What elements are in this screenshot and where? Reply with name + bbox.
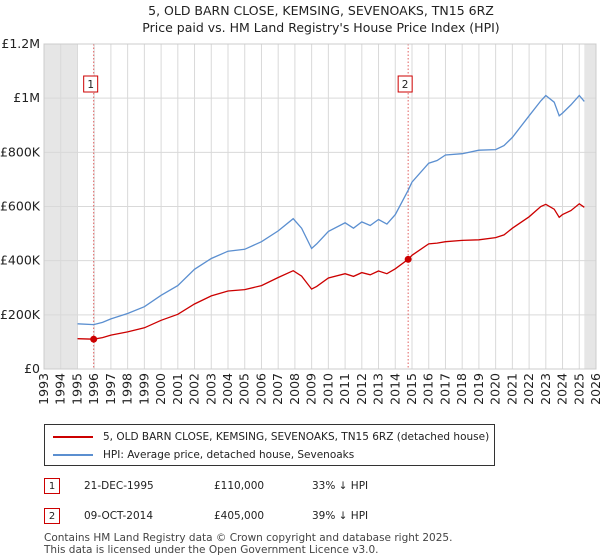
x-tick-label: 2000 [153, 373, 168, 405]
y-tick-label: £1.2M [1, 36, 40, 51]
x-tick-label: 2004 [220, 373, 235, 405]
y-tick-label: £800K [0, 144, 41, 159]
sale-price: £405,000 [214, 510, 265, 522]
x-tick-label: 2014 [387, 373, 402, 405]
x-tick-label: 2002 [187, 373, 202, 405]
y-tick-label: £600K [0, 199, 41, 214]
y-tick-label: £0 [24, 361, 40, 376]
x-tick-label: 1999 [136, 373, 151, 405]
footer-note: Contains HM Land Registry data © Crown c… [44, 532, 452, 556]
sale-price: £110,000 [214, 480, 265, 492]
series-line [77, 202, 585, 340]
y-tick-label: £1M [13, 90, 40, 105]
x-tick-label: 2016 [421, 373, 436, 405]
series-line [77, 94, 585, 326]
x-tick-label: 1993 [36, 373, 51, 405]
sale-row: 2 09-OCT-2014 £405,000 39% ↓ HPI [44, 508, 464, 528]
sale-badge: 2 [44, 508, 60, 524]
x-tick-label: 1994 [53, 373, 68, 405]
annotation-box [397, 75, 413, 93]
annotation-box [83, 75, 99, 93]
x-tick-label: 2010 [320, 373, 335, 405]
legend-item-property: 5, OLD BARN CLOSE, KEMSING, SEVENOAKS, T… [53, 429, 489, 445]
y-tick-label: £200K [0, 307, 41, 322]
sale-date: 21-DEC-1995 [84, 480, 154, 492]
legend-item-hpi: HPI: Average price, detached house, Seve… [53, 447, 354, 463]
x-tick-label: 2022 [521, 373, 536, 405]
x-tick-label: 2025 [571, 373, 586, 405]
plot-frame [43, 43, 597, 370]
x-tick-label: 1997 [103, 373, 118, 405]
x-tick-label: 1998 [120, 373, 135, 405]
x-tick-label: 1996 [86, 373, 101, 405]
x-tick-label: 2026 [588, 373, 600, 405]
x-tick-label: 1995 [69, 373, 84, 405]
sale-delta: 33% ↓ HPI [312, 480, 369, 492]
x-tick-label: 2015 [404, 373, 419, 405]
footer-line-1: Contains HM Land Registry data © Crown c… [44, 532, 453, 544]
footer-line-2: This data is licensed under the Open Gov… [44, 544, 379, 556]
legend-swatch-property [53, 436, 93, 438]
chart-title: 5, OLD BARN CLOSE, KEMSING, SEVENOAKS, T… [148, 3, 494, 18]
legend-label-property: 5, OLD BARN CLOSE, KEMSING, SEVENOAKS, T… [103, 431, 490, 443]
x-tick-label: 2020 [488, 373, 503, 405]
x-tick-label: 2018 [454, 373, 469, 405]
chart-legend: 5, OLD BARN CLOSE, KEMSING, SEVENOAKS, T… [44, 424, 495, 466]
x-tick-label: 2008 [287, 373, 302, 405]
x-tick-label: 2023 [538, 373, 553, 405]
x-tick-label: 2006 [253, 373, 268, 405]
x-tick-label: 2019 [471, 373, 486, 405]
legend-label-hpi: HPI: Average price, detached house, Seve… [103, 449, 355, 461]
y-tick-label: £400K [0, 253, 41, 268]
x-tick-label: 2021 [504, 373, 519, 405]
annotation-label: 1 [87, 79, 94, 91]
sale-delta: 39% ↓ HPI [312, 510, 369, 522]
price-chart: 5, OLD BARN CLOSE, KEMSING, SEVENOAKS, T… [0, 3, 600, 405]
x-tick-label: 2017 [437, 373, 452, 405]
x-tick-label: 2007 [270, 373, 285, 405]
x-tick-label: 2005 [237, 373, 252, 405]
x-tick-label: 2003 [203, 373, 218, 405]
x-tick-label: 2024 [555, 373, 570, 405]
x-tick-label: 2009 [304, 373, 319, 405]
annotation-label: 2 [402, 79, 409, 91]
x-tick-label: 2012 [354, 373, 369, 405]
sale-point [404, 255, 412, 263]
x-tick-label: 2011 [337, 373, 352, 405]
x-tick-label: 2001 [170, 373, 185, 405]
sale-point [90, 335, 98, 343]
legend-swatch-hpi [53, 454, 93, 456]
sale-badge: 1 [44, 478, 60, 494]
x-tick-label: 2013 [371, 373, 386, 405]
sale-row: 1 21-DEC-1995 £110,000 33% ↓ HPI [44, 478, 464, 498]
chart-subtitle: Price paid vs. HM Land Registry's House … [142, 20, 499, 35]
sale-date: 09-OCT-2014 [84, 510, 153, 522]
